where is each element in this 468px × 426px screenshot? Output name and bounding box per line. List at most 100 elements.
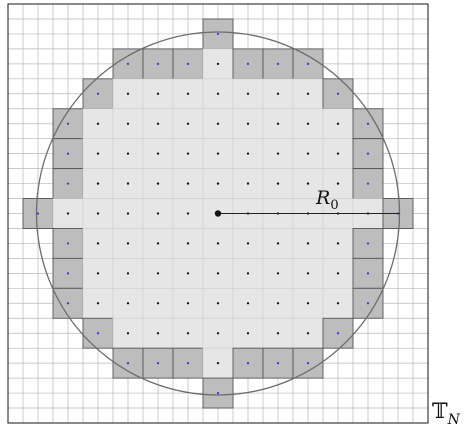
torus-label: 𝕋N bbox=[432, 399, 461, 426]
interior-cell bbox=[112, 258, 144, 289]
interior-point bbox=[336, 242, 340, 245]
interior-point bbox=[216, 242, 220, 245]
interior-point bbox=[66, 212, 70, 215]
interior-point bbox=[246, 332, 250, 335]
interior-point bbox=[186, 332, 190, 335]
lattice-cells bbox=[22, 18, 414, 409]
interior-point bbox=[246, 92, 250, 95]
interior-cell bbox=[262, 78, 294, 110]
boundary-point bbox=[276, 62, 280, 65]
lattice-points bbox=[36, 32, 400, 395]
interior-point bbox=[186, 122, 190, 125]
interior-point bbox=[306, 332, 310, 335]
boundary-point bbox=[366, 152, 370, 155]
interior-point bbox=[96, 302, 100, 305]
interior-point bbox=[306, 242, 310, 245]
interior-cell bbox=[202, 347, 234, 379]
boundary-point bbox=[246, 362, 250, 365]
interior-point bbox=[276, 272, 280, 275]
interior-point bbox=[96, 122, 100, 125]
interior-point bbox=[186, 242, 190, 245]
interior-point bbox=[336, 152, 340, 155]
interior-point bbox=[126, 332, 130, 335]
interior-point bbox=[96, 212, 100, 215]
interior-point bbox=[96, 152, 100, 155]
interior-point bbox=[216, 152, 220, 155]
interior-cell bbox=[142, 78, 174, 110]
interior-point bbox=[156, 212, 160, 215]
interior-point bbox=[216, 92, 220, 95]
interior-point bbox=[306, 92, 310, 95]
interior-point bbox=[246, 152, 250, 155]
interior-point bbox=[126, 302, 130, 305]
boundary-point bbox=[216, 391, 220, 395]
interior-point bbox=[126, 212, 130, 215]
interior-point bbox=[156, 122, 160, 125]
interior-point bbox=[306, 302, 310, 305]
boundary-point bbox=[366, 122, 370, 125]
boundary-point bbox=[156, 362, 160, 365]
boundary-point bbox=[366, 242, 370, 245]
boundary-cell bbox=[82, 317, 114, 349]
interior-point bbox=[216, 272, 220, 275]
interior-point bbox=[306, 122, 310, 125]
boundary-point bbox=[246, 62, 250, 65]
interior-point bbox=[156, 92, 160, 95]
boundary-point bbox=[216, 32, 220, 36]
interior-point bbox=[186, 302, 190, 305]
interior-point bbox=[186, 152, 190, 155]
torus-frame bbox=[7, 3, 429, 424]
interior-point bbox=[126, 92, 130, 95]
boundary-point bbox=[186, 62, 190, 65]
boundary-cell bbox=[352, 257, 384, 289]
interior-point bbox=[96, 182, 100, 185]
interior-point bbox=[186, 182, 190, 185]
interior-point bbox=[156, 242, 160, 245]
boundary-point bbox=[366, 182, 370, 185]
interior-point bbox=[216, 62, 220, 66]
interior-point bbox=[276, 332, 280, 335]
torus-label-letter: 𝕋 bbox=[432, 399, 448, 423]
boundary-point bbox=[366, 302, 370, 305]
boundary-point bbox=[276, 362, 280, 365]
interior-point bbox=[186, 272, 190, 275]
interior-point bbox=[276, 182, 280, 185]
interior-point bbox=[216, 332, 220, 335]
interior-point bbox=[96, 272, 100, 275]
interior-point bbox=[276, 242, 280, 245]
boundary-point bbox=[306, 62, 310, 65]
interior-point bbox=[276, 92, 280, 95]
boundary-point bbox=[96, 332, 100, 335]
boundary-point bbox=[66, 272, 70, 275]
torus-label-subscript: N bbox=[447, 412, 461, 426]
interior-point bbox=[306, 272, 310, 275]
interior-point bbox=[156, 302, 160, 305]
interior-point bbox=[276, 152, 280, 155]
interior-point bbox=[126, 272, 130, 275]
interior-point bbox=[246, 122, 250, 125]
radius-label-subscript: 0 bbox=[330, 198, 338, 213]
interior-point bbox=[126, 152, 130, 155]
boundary-point bbox=[126, 362, 130, 365]
boundary-point bbox=[336, 332, 340, 335]
boundary-point bbox=[96, 92, 100, 95]
radius-label-letter: R bbox=[315, 187, 330, 209]
interior-point bbox=[246, 302, 250, 305]
boundary-point bbox=[66, 122, 70, 125]
interior-point bbox=[216, 302, 220, 305]
interior-point bbox=[306, 182, 310, 185]
interior-point bbox=[246, 272, 250, 275]
boundary-point bbox=[336, 92, 340, 95]
interior-cell bbox=[232, 288, 264, 319]
boundary-point bbox=[306, 362, 310, 365]
interior-point bbox=[336, 272, 340, 275]
interior-point bbox=[126, 242, 130, 245]
interior-point bbox=[156, 272, 160, 275]
interior-point bbox=[126, 182, 130, 185]
interior-point bbox=[126, 122, 130, 125]
interior-point bbox=[276, 302, 280, 305]
interior-point bbox=[276, 122, 280, 125]
boundary-point bbox=[156, 62, 160, 65]
interior-point bbox=[336, 182, 340, 185]
